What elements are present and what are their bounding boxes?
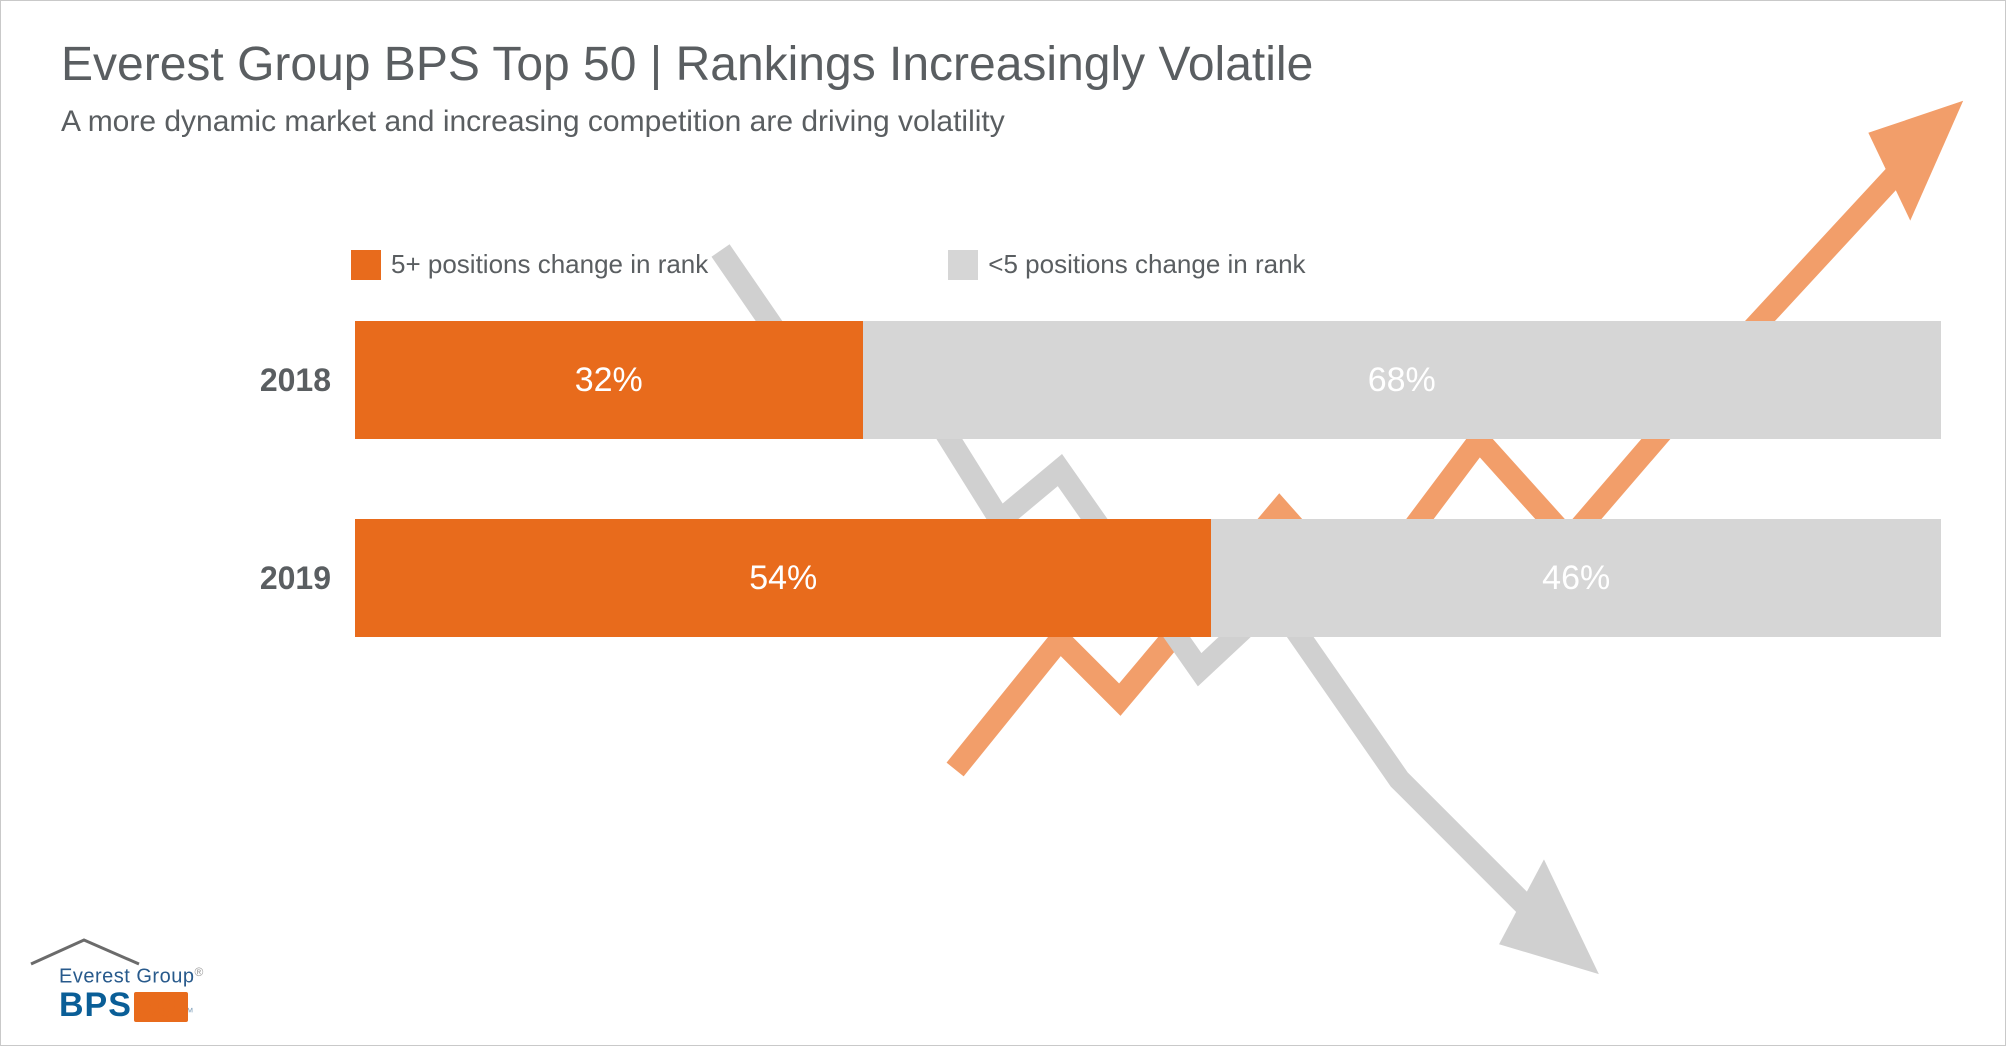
bar-segment-series2: 68% bbox=[863, 321, 1941, 439]
everest-group-logo: Everest Group® BPS 50 ™ bbox=[29, 936, 229, 1025]
legend-swatch-series2 bbox=[948, 250, 978, 280]
bar-2018: 32% 68% bbox=[355, 321, 1941, 439]
bar-value-label: 46% bbox=[1542, 559, 1610, 598]
category-label: 2018 bbox=[171, 362, 355, 399]
registered-mark: ® bbox=[194, 965, 203, 979]
bar-row-2019: 2019 54% 46% bbox=[171, 519, 1941, 637]
slide-title: Everest Group BPS Top 50 | Rankings Incr… bbox=[61, 37, 1313, 92]
slide-subtitle: A more dynamic market and increasing com… bbox=[61, 105, 1005, 139]
bar-value-label: 68% bbox=[1368, 361, 1436, 400]
legend-swatch-series1 bbox=[351, 250, 381, 280]
bar-segment-series1: 54% bbox=[355, 519, 1211, 637]
legend-item-series2: <5 positions change in rank bbox=[948, 249, 1305, 280]
logo-fifty: 50 bbox=[138, 986, 176, 1024]
slide: Everest Group BPS Top 50 | Rankings Incr… bbox=[0, 0, 2006, 1046]
logo-bps: BPS bbox=[59, 986, 132, 1025]
category-label: 2019 bbox=[171, 560, 355, 597]
bar-row-2018: 2018 32% 68% bbox=[171, 321, 1941, 439]
bar-segment-series2: 46% bbox=[1211, 519, 1941, 637]
legend-item-series1: 5+ positions change in rank bbox=[351, 249, 708, 280]
roof-icon bbox=[29, 936, 229, 966]
bar-segment-series1: 32% bbox=[355, 321, 863, 439]
legend-label-series1: 5+ positions change in rank bbox=[391, 249, 708, 280]
stacked-bar-chart: 2018 32% 68% 2019 54% 46% bbox=[171, 321, 1941, 717]
chart-legend: 5+ positions change in rank <5 positions… bbox=[351, 249, 1306, 280]
logo-text-line1: Everest Group bbox=[59, 965, 194, 987]
bar-value-label: 32% bbox=[575, 361, 643, 400]
bar-2019: 54% 46% bbox=[355, 519, 1941, 637]
bar-value-label: 54% bbox=[749, 559, 817, 598]
legend-label-series2: <5 positions change in rank bbox=[988, 249, 1305, 280]
logo-fifty-wrap: 50 bbox=[138, 986, 176, 1025]
